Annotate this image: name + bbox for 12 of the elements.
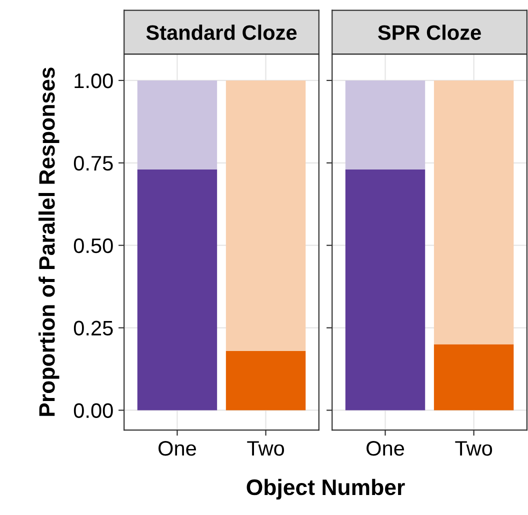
x-tick-label: One xyxy=(366,440,404,456)
y-tick-label: 0.25 xyxy=(74,320,113,336)
y-axis-title: Proportion of Parallel Responses xyxy=(38,68,60,416)
y-tick-label: 0.00 xyxy=(74,403,113,418)
x-tick-label: One xyxy=(158,440,196,456)
y-tick-label: 1.00 xyxy=(74,73,113,88)
y-tick-label: 0.75 xyxy=(74,156,113,171)
x-axis-title: Object Number xyxy=(246,478,405,500)
x-tick-label: Two xyxy=(455,441,492,456)
x-tick-label: Two xyxy=(247,441,284,456)
y-tick-label: 0.50 xyxy=(74,238,113,254)
chart-title: SPR Cloze xyxy=(378,24,481,40)
